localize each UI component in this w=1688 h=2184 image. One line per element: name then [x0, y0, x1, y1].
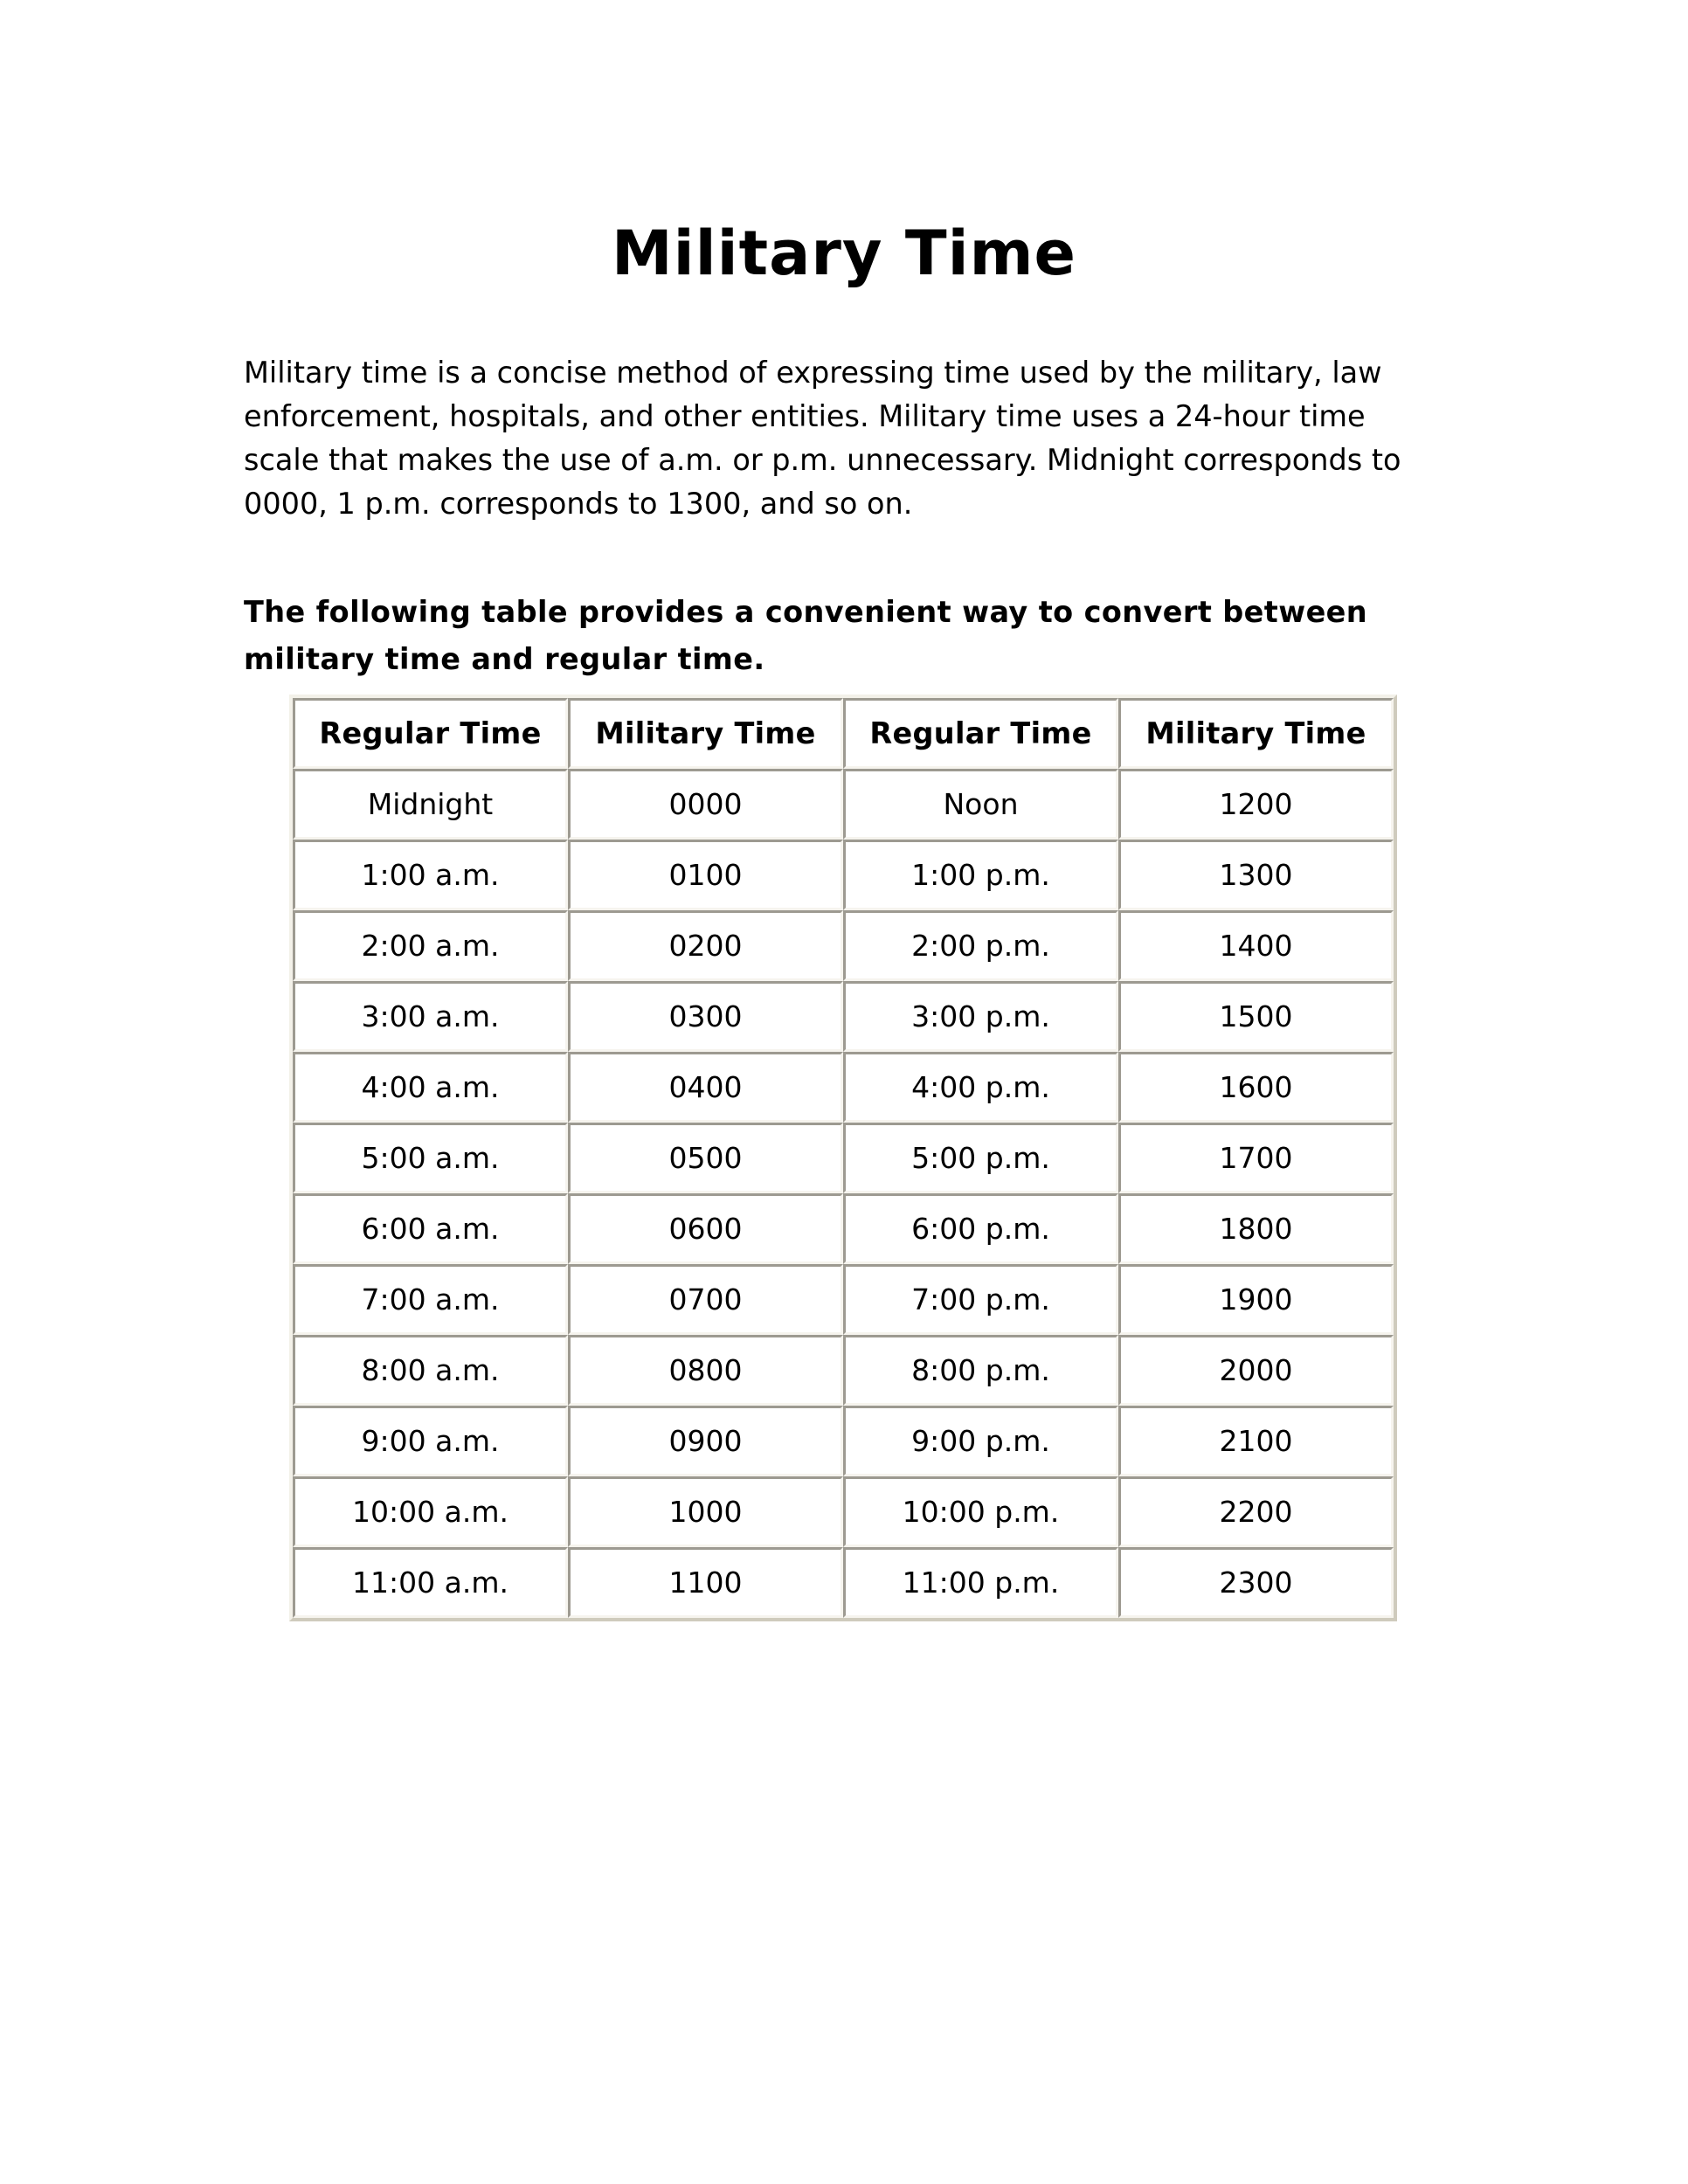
cell-regular-time-pm: 9:00 p.m. [843, 1406, 1118, 1476]
table-header: Regular Time Military Time Regular Time … [293, 698, 1394, 769]
cell-regular-time-am: 4:00 a.m. [293, 1052, 568, 1123]
cell-regular-time-pm: 4:00 p.m. [843, 1052, 1118, 1123]
cell-military-time-am: 0800 [568, 1335, 843, 1406]
cell-military-time-pm: 1400 [1118, 910, 1394, 981]
cell-regular-time-am: 2:00 a.m. [293, 910, 568, 981]
table-row: 1:00 a.m. 0100 1:00 p.m. 1300 [293, 840, 1394, 910]
cell-military-time-pm: 1500 [1118, 981, 1394, 1052]
cell-military-time-am: 1100 [568, 1547, 843, 1618]
table-row: 10:00 a.m. 1000 10:00 p.m. 2200 [293, 1476, 1394, 1547]
cell-military-time-am: 0900 [568, 1406, 843, 1476]
column-header-military-time-2: Military Time [1118, 698, 1394, 769]
table-row: 6:00 a.m. 0600 6:00 p.m. 1800 [293, 1193, 1394, 1264]
cell-regular-time-pm: 1:00 p.m. [843, 840, 1118, 910]
military-time-conversion-table: Regular Time Military Time Regular Time … [289, 695, 1397, 1621]
table-row: 4:00 a.m. 0400 4:00 p.m. 1600 [293, 1052, 1394, 1123]
table-row: Midnight 0000 Noon 1200 [293, 769, 1394, 840]
cell-military-time-pm: 1300 [1118, 840, 1394, 910]
table-row: 5:00 a.m. 0500 5:00 p.m. 1700 [293, 1123, 1394, 1193]
cell-military-time-pm: 1600 [1118, 1052, 1394, 1123]
cell-military-time-pm: 2200 [1118, 1476, 1394, 1547]
cell-military-time-am: 0400 [568, 1052, 843, 1123]
cell-regular-time-pm: 7:00 p.m. [843, 1264, 1118, 1335]
cell-regular-time-am: 9:00 a.m. [293, 1406, 568, 1476]
cell-regular-time-pm: Noon [843, 769, 1118, 840]
table-row: 11:00 a.m. 1100 11:00 p.m. 2300 [293, 1547, 1394, 1618]
cell-military-time-pm: 2300 [1118, 1547, 1394, 1618]
column-header-regular-time-2: Regular Time [843, 698, 1118, 769]
cell-regular-time-am: 8:00 a.m. [293, 1335, 568, 1406]
table-header-row: Regular Time Military Time Regular Time … [293, 698, 1394, 769]
cell-regular-time-pm: 3:00 p.m. [843, 981, 1118, 1052]
table-body: Midnight 0000 Noon 1200 1:00 a.m. 0100 1… [293, 769, 1394, 1618]
table-row: 3:00 a.m. 0300 3:00 p.m. 1500 [293, 981, 1394, 1052]
cell-regular-time-am: 6:00 a.m. [293, 1193, 568, 1264]
column-header-military-time-1: Military Time [568, 698, 843, 769]
table-lead-in-text: The following table provides a convenien… [244, 594, 1368, 676]
table-row: 2:00 a.m. 0200 2:00 p.m. 1400 [293, 910, 1394, 981]
cell-military-time-am: 0600 [568, 1193, 843, 1264]
cell-regular-time-am: 11:00 a.m. [293, 1547, 568, 1618]
cell-regular-time-pm: 11:00 p.m. [843, 1547, 1118, 1618]
cell-military-time-pm: 1700 [1118, 1123, 1394, 1193]
cell-military-time-am: 0200 [568, 910, 843, 981]
cell-regular-time-pm: 2:00 p.m. [843, 910, 1118, 981]
cell-military-time-pm: 1900 [1118, 1264, 1394, 1335]
cell-regular-time-am: 3:00 a.m. [293, 981, 568, 1052]
cell-regular-time-am: 5:00 a.m. [293, 1123, 568, 1193]
cell-military-time-am: 0300 [568, 981, 843, 1052]
cell-military-time-pm: 1200 [1118, 769, 1394, 840]
cell-regular-time-pm: 5:00 p.m. [843, 1123, 1118, 1193]
cell-regular-time-pm: 8:00 p.m. [843, 1335, 1118, 1406]
cell-regular-time-am: 7:00 a.m. [293, 1264, 568, 1335]
cell-regular-time-am: 1:00 a.m. [293, 840, 568, 910]
cell-military-time-pm: 1800 [1118, 1193, 1394, 1264]
cell-military-time-am: 0000 [568, 769, 843, 840]
cell-regular-time-am: 10:00 a.m. [293, 1476, 568, 1547]
table-row: 8:00 a.m. 0800 8:00 p.m. 2000 [293, 1335, 1394, 1406]
table-row: 9:00 a.m. 0900 9:00 p.m. 2100 [293, 1406, 1394, 1476]
cell-regular-time-pm: 6:00 p.m. [843, 1193, 1118, 1264]
cell-military-time-am: 0500 [568, 1123, 843, 1193]
intro-paragraph: Military time is a concise method of exp… [244, 355, 1401, 521]
cell-regular-time-am: Midnight [293, 769, 568, 840]
cell-military-time-pm: 2100 [1118, 1406, 1394, 1476]
cell-military-time-am: 1000 [568, 1476, 843, 1547]
column-header-regular-time-1: Regular Time [293, 698, 568, 769]
cell-regular-time-pm: 10:00 p.m. [843, 1476, 1118, 1547]
cell-military-time-pm: 2000 [1118, 1335, 1394, 1406]
cell-military-time-am: 0100 [568, 840, 843, 910]
table-row: 7:00 a.m. 0700 7:00 p.m. 1900 [293, 1264, 1394, 1335]
page-title: Military Time [611, 217, 1077, 289]
conversion-table-container: Regular Time Military Time Regular Time … [289, 695, 1397, 1621]
cell-military-time-am: 0700 [568, 1264, 843, 1335]
